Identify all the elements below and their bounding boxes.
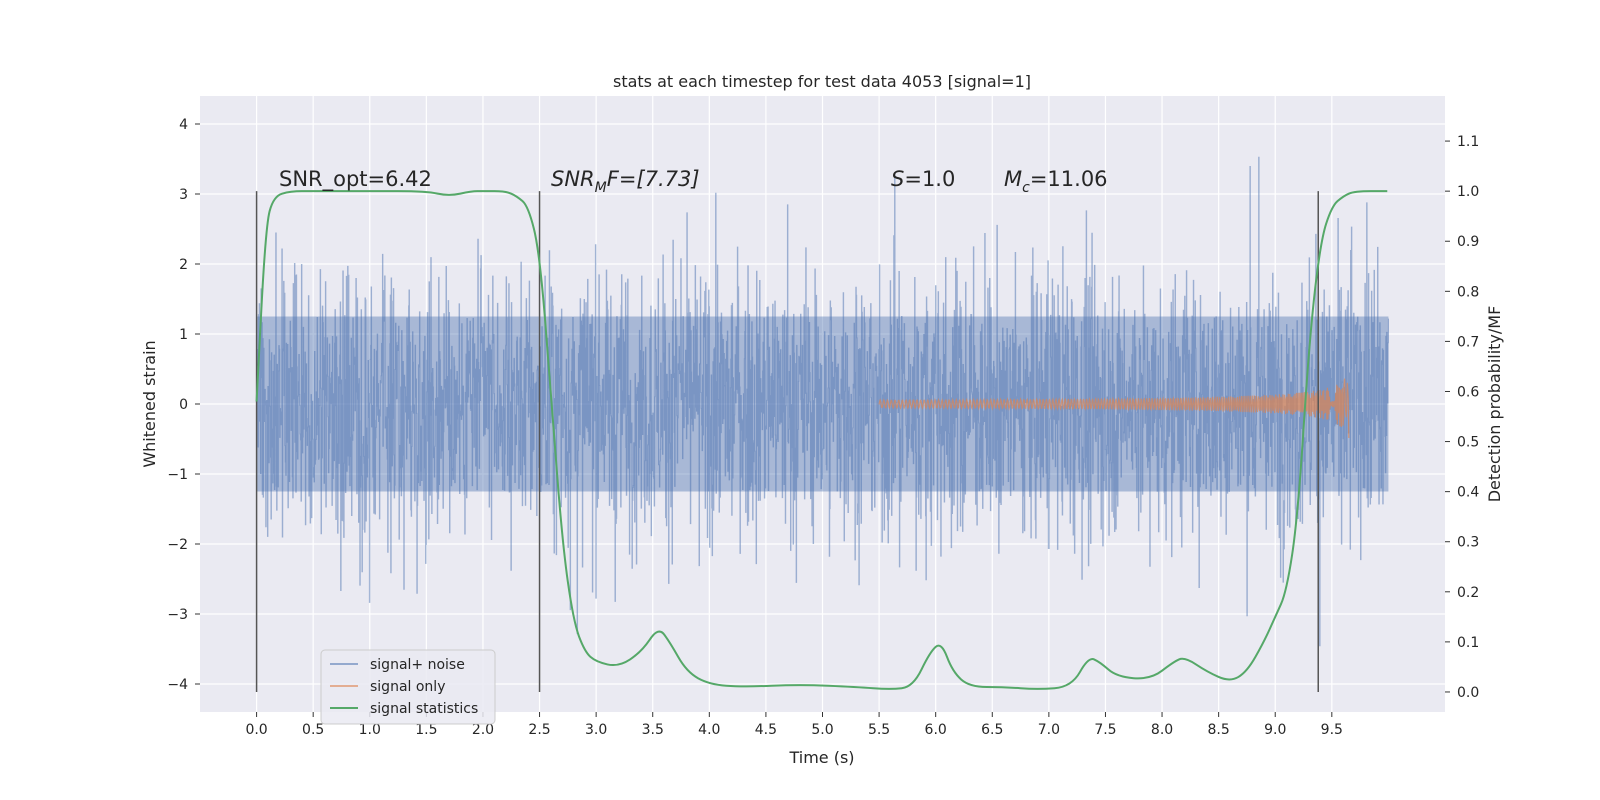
legend: signal+ noise signal only signal statist… bbox=[320, 649, 496, 725]
legend-box bbox=[320, 649, 496, 725]
y-tick-label: −2 bbox=[167, 537, 188, 553]
y2-tick-labels: 1.1 1.0 0.9 0.8 0.7 0.6 0.5 0.4 0.3 0.2 0.1 0.0 bbox=[1445, 134, 1479, 701]
annotation-s: S=1.0 bbox=[891, 167, 955, 191]
x-tick-label: 1.0 bbox=[359, 722, 381, 738]
x-tick-label: 6.0 bbox=[925, 722, 947, 738]
x-tick-label: 2.5 bbox=[528, 722, 550, 738]
x-tick-label: 8.0 bbox=[1151, 722, 1173, 738]
y-tick-label: 4 bbox=[179, 117, 188, 133]
chart-title: stats at each timestep for test data 405… bbox=[613, 72, 1031, 91]
y-tick-label: −4 bbox=[167, 677, 188, 693]
y2-tick-label: 0.7 bbox=[1457, 334, 1479, 350]
x-tick-label: 0.0 bbox=[245, 722, 267, 738]
x-tick-label: 3.5 bbox=[642, 722, 664, 738]
y2-tick-label: 0.4 bbox=[1457, 485, 1479, 501]
x-tick-label: 5.5 bbox=[868, 722, 890, 738]
annotation-mc: Mc=11.06 bbox=[1004, 167, 1108, 196]
x-tick-label: 7.0 bbox=[1038, 722, 1060, 738]
legend-label-signal: signal only bbox=[370, 679, 445, 695]
x-axis-label: Time (s) bbox=[788, 748, 854, 767]
signal-only-trace bbox=[878, 378, 1350, 439]
legend-label-stats: signal statistics bbox=[370, 701, 478, 717]
x-tick-label: 0.5 bbox=[302, 722, 324, 738]
x-tick-labels: 0.0 0.5 1.0 1.5 2.0 2.5 3.0 3.5 4.0 4.5 5.0 5.5 6.0 6… bbox=[245, 712, 1343, 738]
y-tick-label: 2 bbox=[179, 257, 188, 273]
y2-tick-label: 0.8 bbox=[1457, 284, 1479, 300]
x-tick-label: 3.0 bbox=[585, 722, 607, 738]
y2-tick-label: 0.6 bbox=[1457, 384, 1479, 400]
y2-tick-label: 0.0 bbox=[1457, 685, 1479, 701]
y-tick-label: −1 bbox=[167, 467, 188, 483]
x-tick-label: 8.5 bbox=[1208, 722, 1230, 738]
y-tick-label: 0 bbox=[179, 397, 188, 413]
x-tick-label: 9.5 bbox=[1321, 722, 1343, 738]
y2-tick-label: 1.1 bbox=[1457, 134, 1479, 150]
y2-tick-label: 0.3 bbox=[1457, 535, 1479, 551]
y-tick-labels: 4 3 2 1 0 −1 −2 −3 −4 bbox=[167, 117, 200, 693]
y-tick-label: −3 bbox=[167, 607, 188, 623]
x-tick-label: 6.5 bbox=[981, 722, 1003, 738]
y2-tick-label: 0.1 bbox=[1457, 635, 1479, 651]
y-tick-label: 1 bbox=[179, 327, 188, 343]
y2-tick-label: 0.9 bbox=[1457, 234, 1479, 250]
legend-label-noise: signal+ noise bbox=[370, 657, 465, 673]
x-tick-label: 4.5 bbox=[755, 722, 777, 738]
x-tick-label: 1.5 bbox=[415, 722, 437, 738]
y2-tick-label: 1.0 bbox=[1457, 184, 1479, 200]
y2-tick-label: 0.5 bbox=[1457, 435, 1479, 451]
y2-axis-label: Detection probability/MF bbox=[1485, 306, 1504, 503]
series-signal-statistics bbox=[255, 190, 1388, 690]
x-tick-label: 5.0 bbox=[811, 722, 833, 738]
y-axis-label: Whitened strain bbox=[140, 340, 159, 467]
x-tick-label: 7.5 bbox=[1094, 722, 1116, 738]
y2-tick-label: 0.2 bbox=[1457, 585, 1479, 601]
y-tick-label: 3 bbox=[179, 187, 188, 203]
annotation-snr-opt: SNR_opt=6.42 bbox=[279, 167, 432, 192]
x-tick-label: 2.0 bbox=[472, 722, 494, 738]
signal-statistics-line bbox=[255, 190, 1388, 690]
x-tick-label: 4.0 bbox=[698, 722, 720, 738]
x-tick-label: 9.0 bbox=[1264, 722, 1286, 738]
annotation-snr-mf: SNRMF=[7.73] bbox=[551, 167, 700, 196]
series-signal-only bbox=[878, 378, 1350, 439]
signal-noise-trace bbox=[256, 156, 1389, 647]
vertical-markers bbox=[255, 191, 1319, 692]
